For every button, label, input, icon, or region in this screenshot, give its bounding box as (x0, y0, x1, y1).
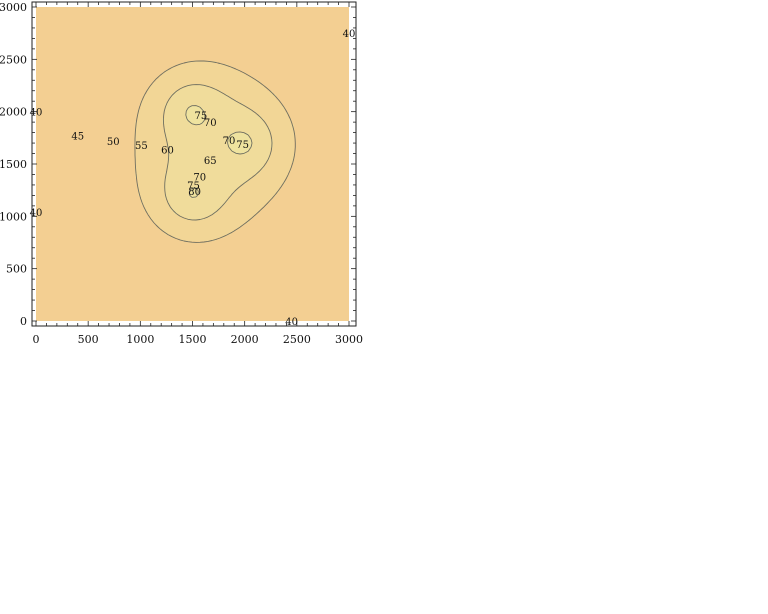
x-tick-label: 0 (33, 333, 40, 346)
y-tick-label: 500 (6, 263, 27, 276)
contour-fill (36, 7, 349, 321)
y-tick-label: 2500 (0, 53, 27, 66)
contour-label: 40 (343, 29, 356, 40)
x-tick-label: 500 (78, 333, 99, 346)
contour-label: 60 (161, 145, 174, 156)
contour-line-45 (162, 84, 273, 221)
axis-ticks: 0 500 1000 1500 2000 2500 3000 0 500 1000 1500 2000… (0, 1, 363, 346)
y-tick-label: 3000 (0, 1, 27, 14)
contour-label: 70 (223, 136, 236, 147)
contour-label: 40 (285, 317, 298, 328)
contour-label: 50 (107, 137, 120, 148)
contour-label: 45 (71, 132, 84, 143)
contour-line-50 (185, 105, 253, 198)
y-tick-label: 2000 (0, 106, 27, 119)
x-tick-label: 2000 (231, 333, 259, 346)
contour-label: 80 (188, 187, 201, 198)
x-tick-label: 3000 (335, 333, 363, 346)
x-tick-label: 1000 (126, 333, 154, 346)
contour-label: 75 (194, 111, 207, 122)
contour-lines (134, 60, 296, 243)
contour-line-40 (134, 60, 296, 243)
y-tick-label: 1000 (0, 210, 27, 223)
y-tick-label: 0 (20, 315, 27, 328)
contour-label: 75 (187, 181, 200, 192)
contour-label: 70 (204, 118, 217, 129)
contour-label: 75 (236, 140, 249, 151)
contour-label: 55 (135, 141, 148, 152)
contour-label: 40 (30, 108, 43, 119)
contour-label: 40 (30, 208, 43, 219)
x-tick-label: 1500 (179, 333, 207, 346)
contour-label: 70 (193, 173, 206, 184)
x-tick-label: 2500 (283, 333, 311, 346)
contour-label: 65 (204, 156, 217, 167)
y-tick-label: 1500 (0, 158, 27, 171)
